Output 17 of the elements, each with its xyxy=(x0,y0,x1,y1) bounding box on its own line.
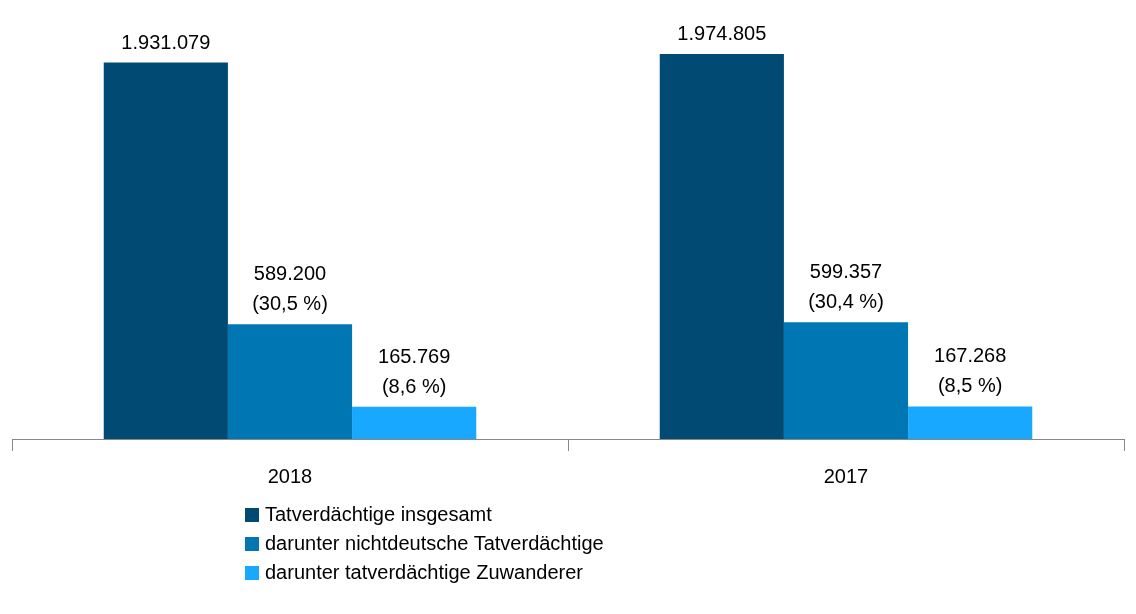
data-label: 167.268 (8,5 %) xyxy=(934,344,1007,397)
bar xyxy=(227,324,353,439)
bar xyxy=(352,406,477,439)
bar xyxy=(783,322,909,439)
data-label: 599.357 (30,4 %) xyxy=(808,260,884,313)
legend-label: darunter tatverdächtige Zuwanderer xyxy=(265,561,583,584)
x-tick-label: 2017 xyxy=(823,464,869,487)
x-tick-label: 2018 xyxy=(267,464,313,487)
legend-label: Tatverdächtige insgesamt xyxy=(265,503,492,526)
bar xyxy=(103,62,228,439)
data-label: 589.200 (30,5 %) xyxy=(252,262,328,315)
bar xyxy=(659,54,784,439)
bar xyxy=(908,406,1033,439)
data-label: 165.769 (8,6 %) xyxy=(378,344,451,397)
data-label: 1.974.805 xyxy=(677,22,767,44)
legend-label: darunter nichtdeutsche Tatverdächtige xyxy=(265,532,604,555)
data-label: 1.931.079 xyxy=(121,30,211,53)
